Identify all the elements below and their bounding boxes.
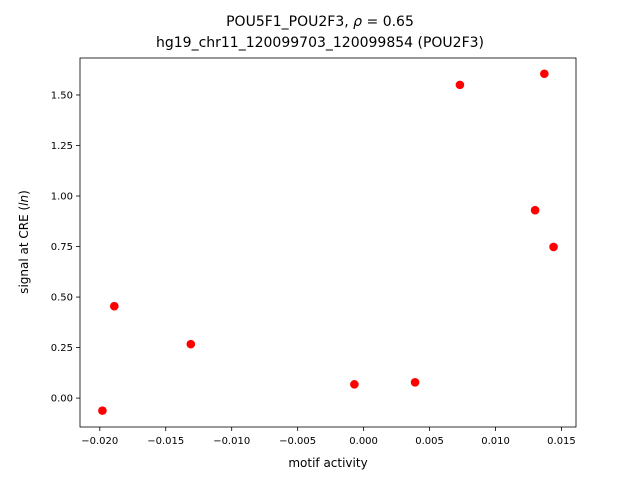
x-tick-label: −0.010	[213, 436, 250, 447]
plot-area	[79, 57, 577, 428]
data-point-3	[186, 339, 196, 349]
x-tick-label: 0.010	[481, 436, 510, 447]
title-rho-value: = 0.65	[362, 14, 414, 30]
data-point-4	[350, 380, 359, 389]
y-axis-label: signal at CRE (ln)	[17, 190, 31, 294]
title-rho-symbol: ρ	[353, 14, 363, 30]
data-point-8	[540, 69, 549, 79]
data-point-1	[98, 406, 107, 415]
x-tick-label: −0.015	[147, 436, 184, 447]
x-axis: −0.020 −0.015 −0.010 −0.005 0.000 0.005 0.010 0…	[81, 427, 576, 447]
x-tick-label: −0.005	[279, 436, 316, 447]
points-layer	[98, 69, 558, 415]
data-point-2	[109, 301, 119, 311]
data-point-5	[410, 378, 420, 387]
title-gene-pair: POU5F1_POU2F3,	[226, 14, 354, 30]
y-tick-label: 1.25	[51, 141, 73, 152]
chart-title-line-1: POU5F1_POU2F3, ρ = 0.65	[0, 14, 640, 30]
y-tick-label: 0.50	[51, 293, 73, 304]
y-tick-label: 0.25	[51, 343, 73, 354]
y-axis: 0.00 0.25 0.50 0.75 1.00 1.25 1.50	[51, 90, 80, 405]
plot-frame	[79, 57, 577, 428]
y-axis-label-prefix: signal at CRE (	[17, 206, 31, 294]
data-point-9	[549, 242, 558, 252]
x-tick-label: 0.015	[547, 436, 576, 447]
x-tick-label: 0.000	[349, 436, 378, 447]
y-tick-label: 1.50	[51, 90, 73, 101]
y-axis-label-suffix: )	[17, 190, 31, 195]
y-axis-label-unit: ln	[17, 195, 31, 206]
data-point-6	[455, 80, 465, 90]
x-tick-label: 0.005	[415, 436, 444, 447]
data-point-7	[530, 205, 540, 215]
chart-title-line-2: hg19_chr11_120099703_120099854 (POU2F3)	[156, 35, 484, 51]
y-tick-label: 0.75	[51, 242, 73, 253]
y-tick-label: 0.00	[51, 394, 73, 405]
x-axis-label: motif activity	[288, 456, 367, 470]
x-tick-label: −0.020	[81, 436, 118, 447]
y-tick-label: 1.00	[51, 192, 73, 203]
